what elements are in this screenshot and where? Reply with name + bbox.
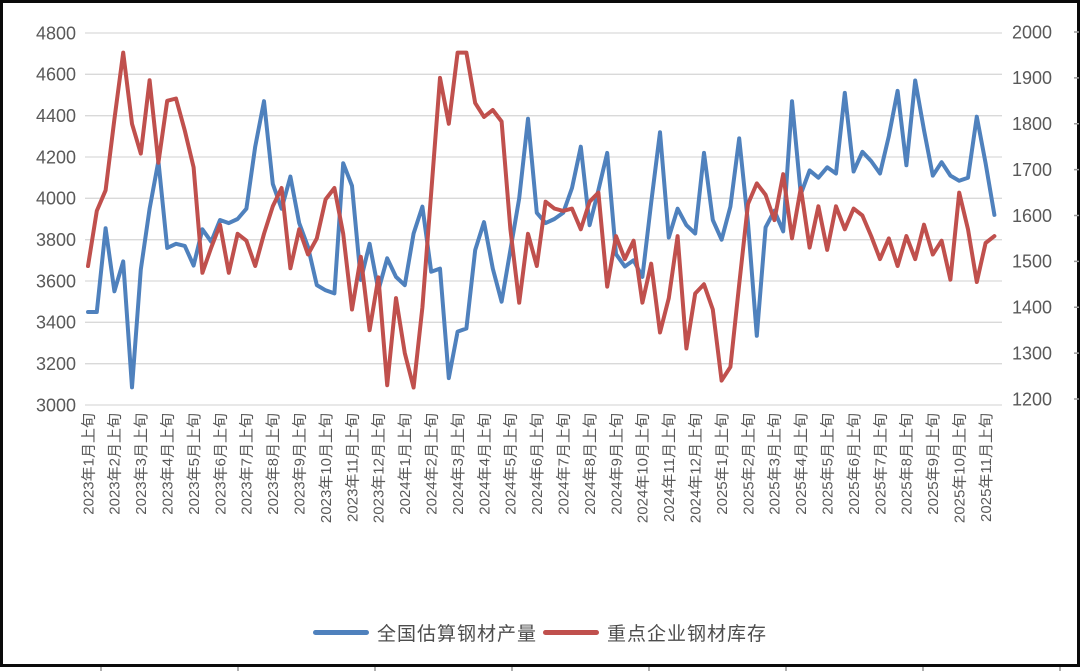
x-axis-tick-label: 2024年3月上旬	[450, 413, 467, 515]
x-axis-tick-label: 2025年2月上旬	[740, 413, 757, 515]
x-axis-tick-label: 2025年5月上旬	[819, 413, 836, 515]
y-axis-right-tick-label: 1300	[1012, 343, 1052, 363]
x-axis-tick-label: 2024年2月上旬	[423, 413, 440, 515]
x-axis-tick-label: 2024年5月上旬	[503, 413, 520, 515]
x-axis-tick-label: 2025年11月上旬	[978, 413, 995, 522]
inventory-line-swatch-icon	[543, 629, 599, 635]
x-axis-tick-label: 2025年8月上旬	[899, 413, 916, 515]
chart-legend: 全国估算钢材产量 重点企业钢材库存	[0, 612, 1080, 652]
x-axis-tick-label: 2024年7月上旬	[555, 413, 572, 515]
x-axis-tick-label: 2024年6月上旬	[529, 413, 546, 515]
chart-canvas[interactable]: 4800 4600 4400 4200 4000 3800 3600 3400 3200 3000…	[0, 0, 1080, 612]
x-axis-tick-label: 2023年5月上旬	[186, 413, 203, 515]
legend-label-inventory: 重点企业钢材库存	[607, 623, 768, 645]
below-strip-tick	[648, 667, 650, 671]
y-axis-right-tick-label: 2000	[1012, 22, 1052, 42]
inventory-line-series	[86, 50, 997, 390]
x-axis-tick-label: 2023年2月上旬	[107, 413, 124, 515]
x-axis-tick-label: 2023年12月上旬	[371, 413, 388, 523]
x-axis-tick-label: 2023年7月上旬	[239, 413, 256, 515]
x-axis-tick-label: 2025年4月上旬	[793, 413, 810, 515]
y-axis-left-tick-label: 3800	[36, 230, 76, 250]
production-line-swatch-icon	[312, 629, 369, 635]
x-axis-tick-label: 2024年8月上旬	[582, 413, 599, 515]
x-axis-tick-label: 2023年9月上旬	[291, 413, 308, 515]
y-axis-left-tick-label: 4600	[36, 65, 76, 85]
x-axis-tick-label: 2025年9月上旬	[925, 413, 942, 515]
y-axis-left-tick-label: 3200	[36, 354, 76, 374]
x-axis-tick-label: 2024年11月上旬	[661, 413, 678, 522]
x-axis-tick-label: 2023年1月上旬	[80, 413, 97, 515]
legend-label-production: 全国估算钢材产量	[376, 623, 537, 645]
y-axis-right-tick-label: 1600	[1012, 206, 1052, 226]
y-axis-left-tick-label: 4800	[36, 23, 76, 43]
below-strip-tick	[922, 667, 924, 671]
legend-item-inventory: 重点企业钢材库存	[543, 619, 767, 646]
y-axis-left-tick-label: 3600	[36, 271, 76, 291]
y-axis-right-tick-label: 1900	[1012, 68, 1052, 88]
x-axis-tick-label: 2024年10月上旬	[635, 413, 652, 523]
page-below-chart-strip	[0, 667, 1080, 671]
y-axis-right-tick-label: 1800	[1012, 114, 1052, 134]
x-axis-tick-label: 2025年6月上旬	[846, 413, 863, 515]
x-axis-tick-label: 2023年4月上旬	[159, 413, 176, 515]
x-axis-tick-label: 2025年10月上旬	[951, 413, 968, 523]
below-strip-tick	[511, 667, 513, 671]
y-axis-left-tick-label: 4200	[36, 147, 76, 167]
y-axis-right-tick-label: 1500	[1012, 252, 1052, 272]
y-axis-left-tick-label: 3000	[36, 395, 76, 415]
below-strip-tick	[374, 667, 376, 671]
x-axis-tick-label: 2023年8月上旬	[265, 413, 282, 515]
y-axis-right-tick-label: 1700	[1012, 160, 1052, 180]
y-axis-left-tick-label: 3400	[36, 313, 76, 333]
x-axis-tick-label: 2024年4月上旬	[476, 413, 493, 515]
y-axis-left-tick-label: 4000	[36, 189, 76, 209]
y-axis-right-tick-label: 1200	[1012, 389, 1052, 409]
x-axis-tick-label: 2025年3月上旬	[767, 413, 784, 515]
below-strip-tick	[100, 667, 102, 671]
legend-item-production: 全国估算钢材产量	[312, 619, 537, 646]
x-axis-tick-label: 2024年9月上旬	[608, 413, 625, 515]
y-axis-left-tick-label: 4400	[36, 106, 76, 126]
x-axis-tick-label: 2024年1月上旬	[397, 413, 414, 515]
x-axis-tick-label: 2025年1月上旬	[714, 413, 731, 515]
x-axis-tick-label: 2023年10月上旬	[318, 413, 335, 523]
below-strip-tick	[785, 667, 787, 671]
below-strip-tick	[237, 667, 239, 671]
x-axis-tick-label: 2023年6月上旬	[212, 413, 229, 515]
x-axis-tick-label: 2025年7月上旬	[872, 413, 889, 515]
x-axis-tick-label: 2024年12月上旬	[687, 413, 704, 523]
x-axis-tick-label: 2023年11月上旬	[344, 413, 361, 522]
production-line-series	[86, 78, 997, 390]
y-axis-right-tick-label: 1400	[1012, 298, 1052, 318]
below-strip-tick	[1059, 667, 1061, 671]
x-axis-tick-label: 2023年3月上旬	[133, 413, 150, 515]
